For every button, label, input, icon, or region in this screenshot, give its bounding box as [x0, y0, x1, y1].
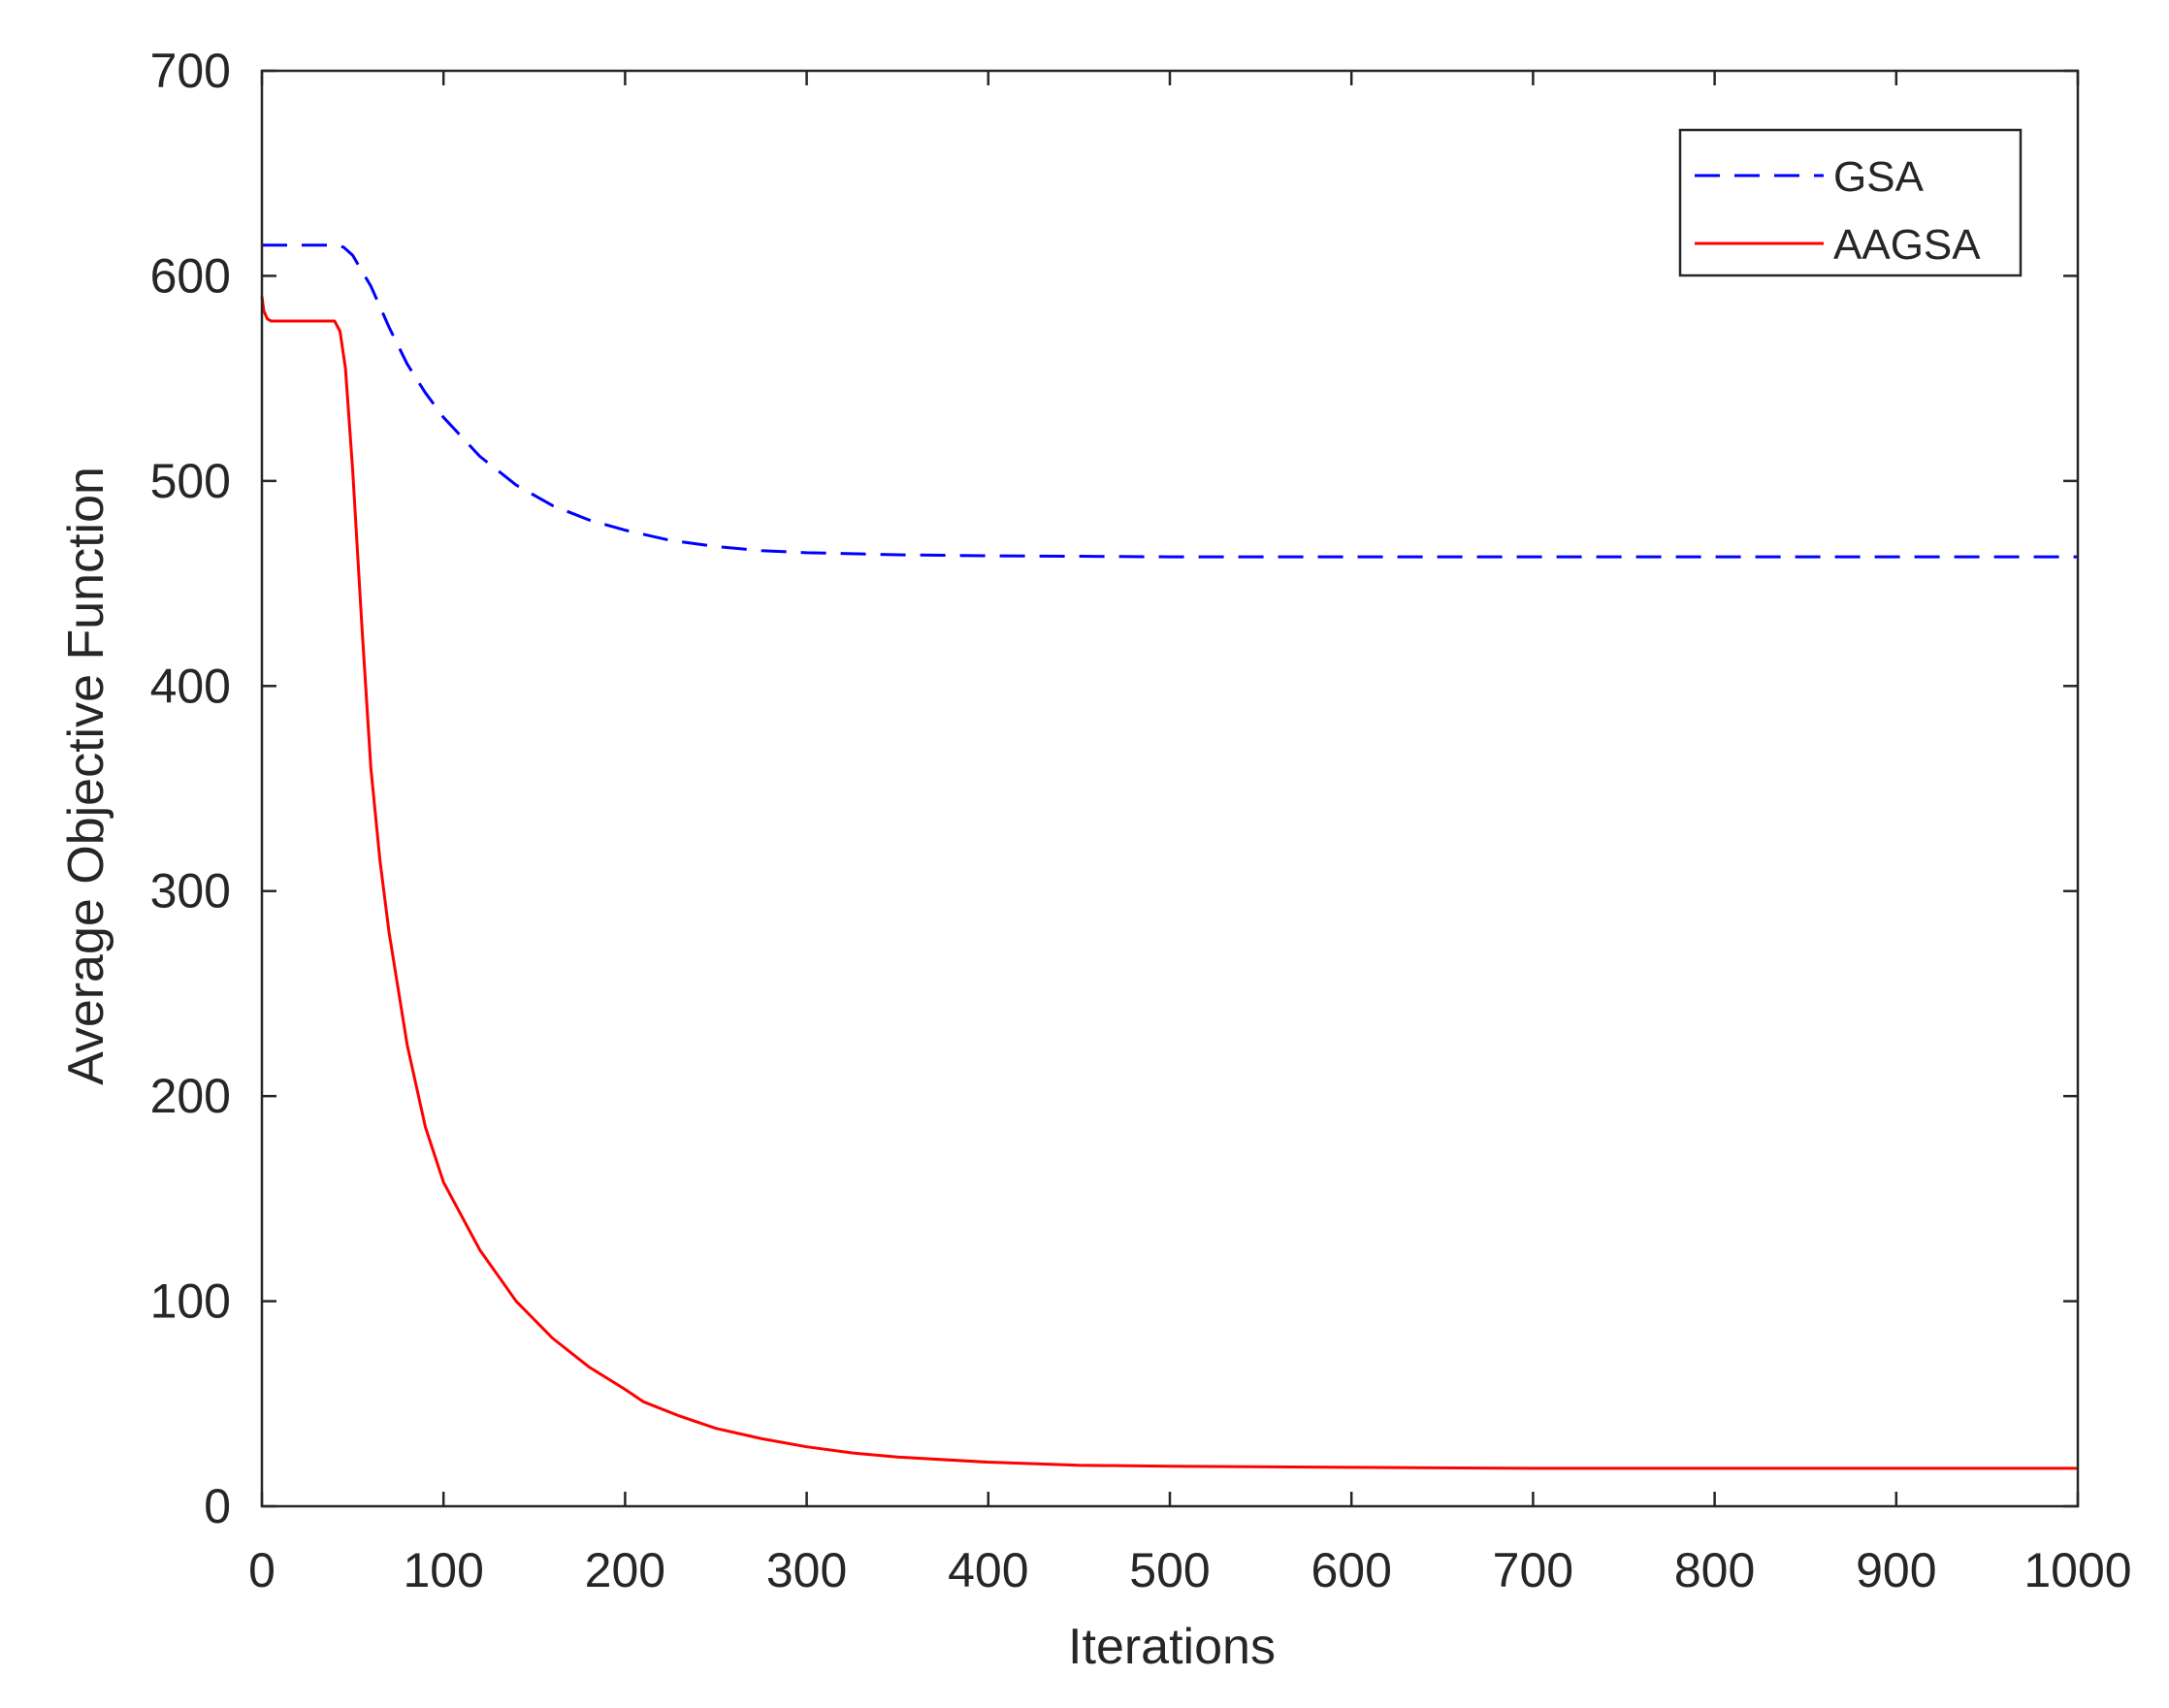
- y-tick-label: 300: [150, 864, 231, 918]
- x-axis-tick-labels: 0 100 200 300 400 500 600 700 800 900 1000: [248, 1543, 2132, 1597]
- y-axis-label: Average Objective Function: [58, 467, 114, 1085]
- x-tick-label: 200: [585, 1543, 665, 1597]
- axis-ticks: [260, 69, 2080, 1508]
- x-axis-label: Iterations: [1068, 1619, 1276, 1675]
- x-tick-label: 700: [1493, 1543, 1573, 1597]
- y-tick-label: 100: [150, 1274, 231, 1329]
- y-tick-label: 700: [150, 44, 231, 98]
- plot-background: [262, 71, 2078, 1506]
- plot-area: [262, 71, 2078, 1506]
- y-tick-label: 0: [204, 1479, 231, 1533]
- x-tick-label: 1000: [2023, 1543, 2131, 1597]
- x-tick-label: 800: [1674, 1543, 1755, 1597]
- series-line-gsa: [262, 243, 2078, 559]
- y-tick-label: 400: [150, 659, 231, 713]
- y-tick-label: 600: [150, 248, 231, 303]
- legend-label-gsa: GSA: [1833, 153, 1925, 201]
- x-tick-label: 100: [403, 1543, 483, 1597]
- x-tick-label: 600: [1311, 1543, 1391, 1597]
- x-tick-label: 0: [248, 1543, 275, 1597]
- x-tick-label: 300: [766, 1543, 847, 1597]
- y-tick-label: 200: [150, 1069, 231, 1123]
- x-tick-label: 900: [1856, 1543, 1936, 1597]
- y-tick-label: 500: [150, 454, 231, 508]
- legend: GSA AAGSA: [1678, 128, 2023, 277]
- legend-label-aagsa: AAGSA: [1833, 221, 1981, 269]
- series-layer: [260, 243, 2078, 1470]
- x-tick-label: 500: [1129, 1543, 1210, 1597]
- y-axis-tick-labels: 0 100 200 300 400 500 600 700: [150, 44, 231, 1533]
- series-line-aagsa: [260, 296, 2078, 1470]
- legend-box: [1678, 128, 2023, 277]
- x-tick-label: 400: [948, 1543, 1028, 1597]
